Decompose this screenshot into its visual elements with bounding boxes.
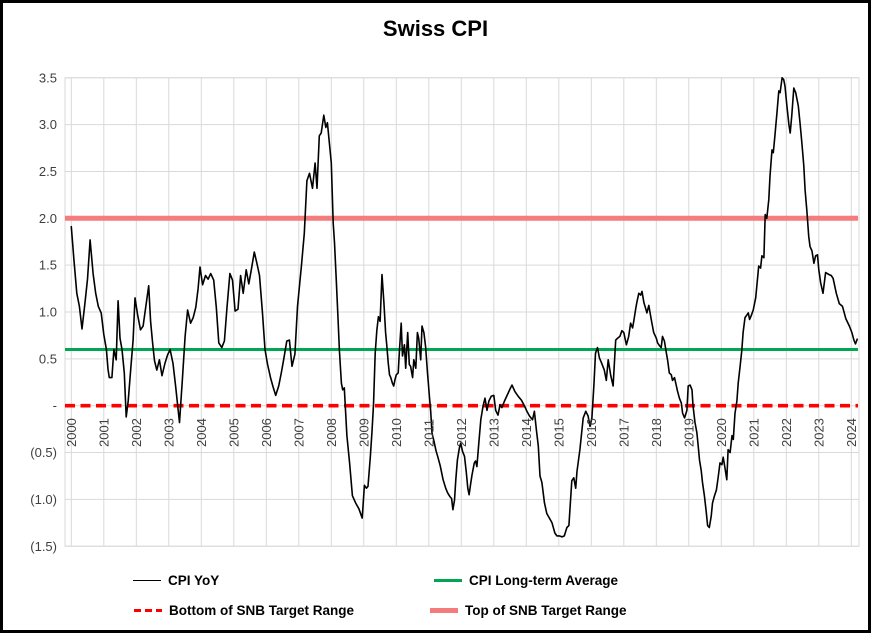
legend-label: CPI YoY — [168, 573, 220, 588]
y-tick-label: 3.5 — [39, 70, 57, 85]
x-tick-label: 2007 — [291, 418, 306, 447]
x-tick-label: 2009 — [356, 418, 371, 447]
top-target-swatch-icon — [430, 608, 458, 613]
y-tick-label: (1.5) — [30, 539, 57, 554]
x-tick-label: 2016 — [584, 418, 599, 447]
average-line-swatch-icon — [434, 579, 462, 582]
cpi-yoy-series-line — [70, 77, 859, 538]
x-tick-label: 2022 — [779, 418, 794, 447]
x-tick-label: 2001 — [96, 418, 111, 447]
y-tick-label: 0.5 — [39, 351, 57, 366]
x-tick-label: 2003 — [161, 418, 176, 447]
x-tick-label: 2019 — [681, 418, 696, 447]
legend-item-top-of-snb-target-range: Top of SNB Target Range — [430, 602, 627, 619]
x-tick-label: 2015 — [551, 418, 566, 447]
y-tick-label: 1.0 — [39, 305, 57, 320]
x-tick-label: 2008 — [324, 418, 339, 447]
page-title: Swiss CPI — [382, 16, 489, 41]
x-tick-label: 2000 — [64, 418, 79, 447]
x-tick-label: 2024 — [844, 418, 859, 447]
y-tick-label: 3.0 — [39, 117, 57, 132]
bottom-target-dashed-swatch-icon — [134, 608, 162, 613]
legend-item-cpi-long-term-average: CPI Long-term Average — [434, 572, 618, 589]
y-tick-label: (1.0) — [30, 492, 57, 507]
x-tick-label: 2002 — [129, 418, 144, 447]
y-tick-label: - — [53, 398, 57, 413]
x-tick-label: 2010 — [389, 418, 404, 447]
x-tick-label: 2014 — [519, 418, 534, 447]
cpi-yoy-line-swatch-icon — [133, 580, 161, 581]
x-tick-label: 2005 — [226, 418, 241, 447]
x-tick-label: 2006 — [259, 418, 274, 447]
y-tick-label: 2.5 — [39, 164, 57, 179]
cpi-chart-plot-area: 3.5 3.0 2.5 2.0 1.5 1.0 0.5 - (0.5) (1.0) (1.5) 200… — [30, 70, 860, 554]
legend-label: CPI Long-term Average — [469, 573, 619, 588]
legend-item-cpi-yoy: CPI YoY — [133, 572, 219, 589]
x-tick-label: 2018 — [649, 418, 664, 447]
x-tick-label: 2020 — [714, 418, 729, 447]
legend-label: Bottom of SNB Target Range — [169, 603, 354, 618]
x-tick-label: 2023 — [811, 418, 826, 447]
x-tick-label: 2017 — [616, 418, 631, 447]
y-tick-label: (0.5) — [30, 445, 57, 460]
x-tick-label: 2013 — [486, 418, 501, 447]
x-tick-label: 2021 — [746, 418, 761, 447]
y-tick-label: 1.5 — [39, 258, 57, 273]
plot-border — [64, 77, 860, 547]
legend-label: Top of SNB Target Range — [465, 603, 627, 618]
x-tick-label: 2004 — [194, 418, 209, 447]
y-tick-label: 2.0 — [39, 211, 57, 226]
legend-item-bottom-of-snb-target-range: Bottom of SNB Target Range — [134, 602, 354, 619]
x-tick-label: 2011 — [421, 419, 436, 447]
x-tick-label: 2012 — [454, 418, 469, 447]
